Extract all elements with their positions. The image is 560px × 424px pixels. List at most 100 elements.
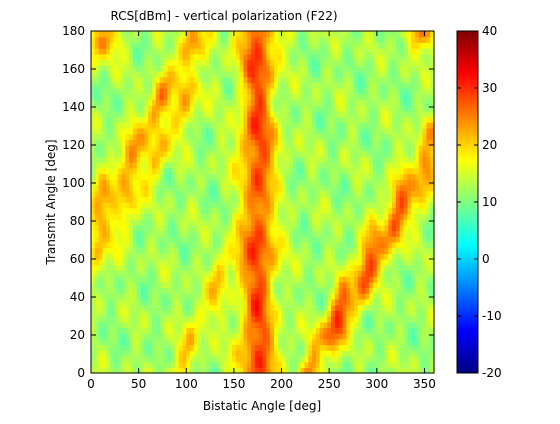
heatmap-cell (430, 270, 435, 277)
heatmap-cell (247, 196, 252, 203)
heatmap-cell (312, 224, 317, 232)
heatmap-cell (178, 93, 184, 100)
heatmap-cell (422, 179, 427, 186)
heatmap-cell (266, 287, 271, 294)
heatmap-cell (388, 338, 393, 346)
heatmap-cell (132, 241, 138, 249)
heatmap-cell (403, 350, 408, 357)
heatmap-cell (308, 82, 313, 89)
heatmap-cell (262, 287, 267, 294)
heatmap-cell (148, 293, 153, 300)
heatmap-cell (403, 264, 408, 271)
heatmap-cell (220, 82, 225, 89)
heatmap-cell (380, 139, 386, 146)
heatmap-cell (422, 173, 427, 180)
heatmap-cell (357, 304, 363, 311)
heatmap-cell (113, 367, 119, 374)
heatmap-cell (418, 321, 424, 328)
heatmap-cell (285, 327, 290, 334)
heatmap-cell (106, 105, 111, 112)
heatmap-cell (220, 247, 225, 254)
heatmap-cell (121, 219, 126, 226)
heatmap-cell (304, 133, 309, 140)
heatmap-cell (182, 287, 187, 294)
heatmap-cell (144, 184, 149, 192)
heatmap-cell (110, 321, 115, 328)
heatmap-cell (285, 219, 290, 226)
heatmap-cell (388, 264, 393, 271)
heatmap-cell (392, 167, 397, 175)
heatmap-cell (228, 53, 233, 61)
heatmap-cell (392, 213, 397, 220)
heatmap-cell (212, 93, 218, 100)
heatmap-cell (323, 344, 328, 351)
heatmap-cell (323, 298, 328, 306)
heatmap-cell (182, 213, 187, 220)
heatmap-cell (426, 196, 431, 203)
heatmap-cell (224, 310, 229, 317)
heatmap-cell (407, 202, 412, 209)
heatmap-cell (228, 247, 233, 254)
heatmap-cell (270, 344, 275, 351)
heatmap-cell (228, 99, 233, 106)
heatmap-cell (315, 367, 321, 374)
heatmap-cell (392, 127, 397, 135)
heatmap-cell (289, 179, 294, 186)
heatmap-cell (300, 76, 306, 83)
heatmap-cell (262, 184, 267, 192)
heatmap-cell (350, 333, 355, 340)
heatmap-cell (235, 344, 241, 351)
heatmap-cell (151, 150, 157, 157)
heatmap-cell (235, 213, 241, 220)
heatmap-cell (205, 207, 210, 214)
heatmap-cell (369, 247, 374, 254)
heatmap-cell (266, 281, 271, 289)
heatmap-cell (258, 179, 264, 186)
heatmap-cell (91, 224, 96, 232)
heatmap-cell (113, 310, 119, 317)
heatmap-cell (285, 333, 290, 340)
heatmap-cell (411, 65, 416, 72)
heatmap-cell (110, 298, 115, 306)
heatmap-cell (262, 316, 267, 323)
heatmap-cell (121, 179, 126, 186)
heatmap-cell (171, 167, 176, 175)
heatmap-cell (132, 281, 138, 289)
heatmap-cell (388, 367, 393, 374)
heatmap-cell (197, 287, 203, 294)
heatmap-cell (430, 247, 435, 254)
heatmap-cell (384, 361, 389, 368)
heatmap-cell (235, 327, 241, 334)
heatmap-cell (239, 213, 245, 220)
heatmap-cell (243, 304, 248, 311)
heatmap-cell (292, 287, 298, 294)
heatmap-cell (350, 321, 355, 328)
heatmap-cell (266, 247, 271, 254)
heatmap-cell (235, 82, 241, 89)
heatmap-cell (426, 162, 431, 169)
heatmap-cell (117, 139, 123, 146)
heatmap-cell (125, 287, 130, 294)
heatmap-cell (155, 338, 161, 346)
heatmap-cell (357, 367, 363, 374)
heatmap-cell (212, 338, 218, 346)
heatmap-cell (296, 236, 302, 243)
heatmap-cell (197, 133, 203, 140)
heatmap-cell (388, 316, 393, 323)
heatmap-cell (403, 70, 408, 78)
heatmap-cell (182, 122, 187, 129)
heatmap-cell (193, 99, 199, 106)
heatmap-cell (125, 184, 130, 192)
heatmap-cell (426, 344, 431, 351)
heatmap-cell (384, 127, 389, 135)
heatmap-cell (205, 53, 210, 61)
heatmap-cell (315, 287, 321, 294)
heatmap-cell (132, 276, 138, 283)
heatmap-cell (392, 247, 397, 254)
heatmap-cell (125, 150, 130, 157)
heatmap-cell (270, 236, 275, 243)
heatmap-cell (296, 298, 302, 306)
heatmap-cell (300, 304, 306, 311)
heatmap-cell (414, 327, 420, 334)
heatmap-cell (373, 344, 378, 351)
